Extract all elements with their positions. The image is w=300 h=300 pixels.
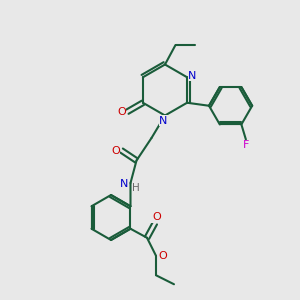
Text: O: O [117, 107, 126, 117]
Text: O: O [158, 251, 167, 261]
Text: F: F [243, 140, 249, 151]
Text: O: O [111, 146, 120, 155]
Text: N: N [159, 116, 168, 126]
Text: N: N [188, 71, 197, 81]
Text: N: N [120, 178, 128, 189]
Text: H: H [132, 183, 140, 194]
Text: O: O [152, 212, 161, 222]
